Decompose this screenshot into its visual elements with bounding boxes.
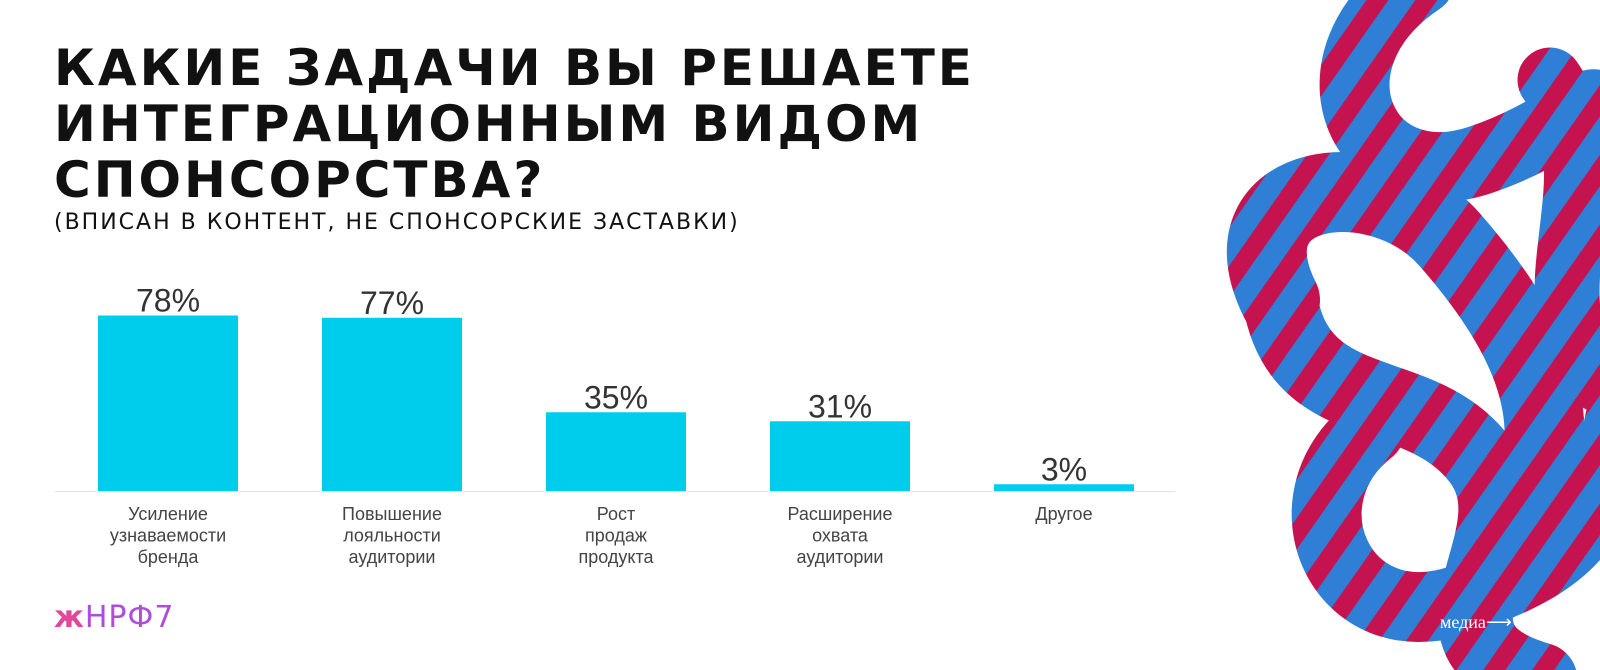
category-label-line: аудитории — [797, 547, 884, 567]
title-line-3: СПОНСОРСТВА? — [54, 151, 546, 209]
category-label-line: Усиление — [128, 504, 208, 524]
bar-value-label-3: 31% — [808, 388, 872, 424]
page-title: КАКИЕ ЗАДАЧИ ВЫ РЕШАЕТЕ ИНТЕГРАЦИОННЫМ В… — [54, 40, 1054, 208]
category-label-line: Расширение — [788, 504, 893, 524]
category-label-line: бренда — [138, 547, 200, 567]
bar-value-label-1: 77% — [360, 285, 424, 321]
bar-value-label-0: 78% — [136, 283, 200, 319]
bar-value-label-4: 3% — [1041, 451, 1087, 487]
logo-mark-icon: ж — [54, 600, 85, 635]
decorative-knot-image — [1226, 0, 1600, 670]
category-label-line: узнаваемости — [110, 526, 226, 546]
category-label-3: Расширение охвата аудитории — [788, 504, 893, 567]
category-label-line: лояльности — [343, 526, 441, 546]
category-label-line: аудитории — [349, 547, 436, 567]
bar-value-label-2: 35% — [584, 379, 648, 415]
category-label-0: Усиление узнаваемости бренда — [110, 504, 226, 567]
category-label-line: Другое — [1035, 504, 1092, 524]
category-label-line: Рост — [597, 504, 635, 524]
category-label-line: охвата — [812, 526, 869, 546]
title-line-2: ИНТЕГРАЦИОННЫМ ВИДОМ — [54, 95, 924, 153]
bar-3 — [770, 421, 910, 491]
bar-2 — [546, 412, 686, 491]
logo-text: НРФ7 — [84, 600, 175, 635]
arrow-right-icon: ⟶ — [1485, 612, 1512, 632]
category-label-line: Повышение — [342, 504, 442, 524]
title-line-1: КАКИЕ ЗАДАЧИ ВЫ РЕШАЕТЕ — [54, 39, 975, 97]
bar-chart: 78% Усиление узнаваемости бренда 77% Повышени… — [55, 283, 1175, 567]
bar-0 — [98, 315, 238, 491]
category-label-line: продукта — [578, 547, 654, 567]
bar-1 — [322, 317, 462, 491]
category-label-line: продаж — [585, 526, 647, 546]
corner-media-link[interactable]: медиа⟶ — [1440, 612, 1512, 633]
category-label-2: Рост продаж продукта — [578, 504, 654, 567]
corner-link-text: медиа — [1440, 612, 1486, 632]
category-label-4: Другое — [1035, 504, 1092, 524]
brand-logo: жНРФ7 — [54, 600, 174, 635]
category-label-1: Повышение лояльности аудитории — [342, 504, 442, 567]
bar-4 — [994, 484, 1134, 491]
page-subtitle: (ВПИСАН В КОНТЕНТ, НЕ СПОНСОРСКИЕ ЗАСТАВ… — [54, 210, 740, 235]
